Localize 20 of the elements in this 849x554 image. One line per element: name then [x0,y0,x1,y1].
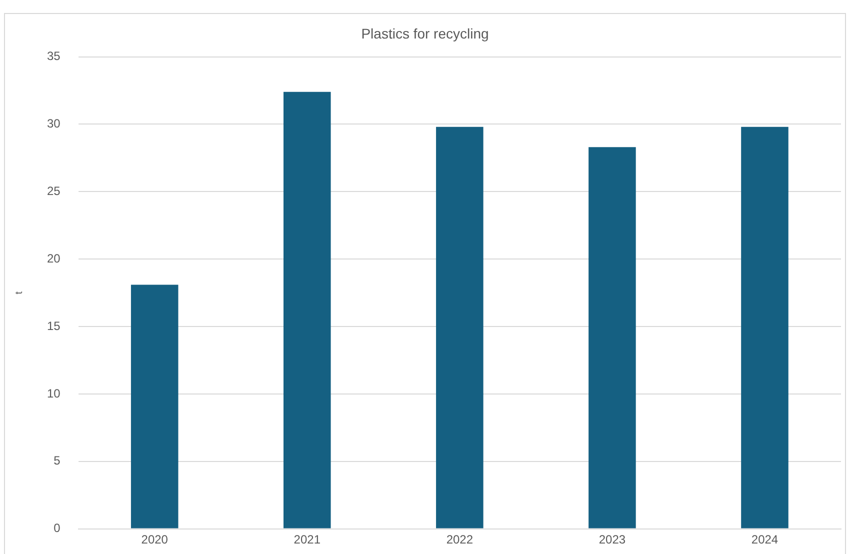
y-tick-label: 15 [46,318,61,333]
bar [436,126,484,528]
bar [741,126,788,528]
x-tick-label: 2024 [751,532,778,546]
x-tick-label: 2020 [141,532,168,546]
y-tick-label: 35 [46,49,61,64]
chart-title: Plastics for recycling [361,25,489,42]
y-axis-title: t [14,291,25,294]
x-tick-label: 2022 [446,532,474,546]
x-tick-label: 2021 [294,532,321,546]
y-tick-label: 25 [46,184,61,198]
y-tick-label: 0 [54,521,61,536]
bar [284,92,331,528]
x-tick-label: 2023 [598,532,626,546]
bar [588,147,636,528]
bar [130,284,178,528]
y-tick-label: 20 [46,251,61,266]
y-tick-label: 5 [54,454,61,468]
y-tick-label: 10 [46,386,61,400]
y-tick-label: 30 [46,116,61,131]
